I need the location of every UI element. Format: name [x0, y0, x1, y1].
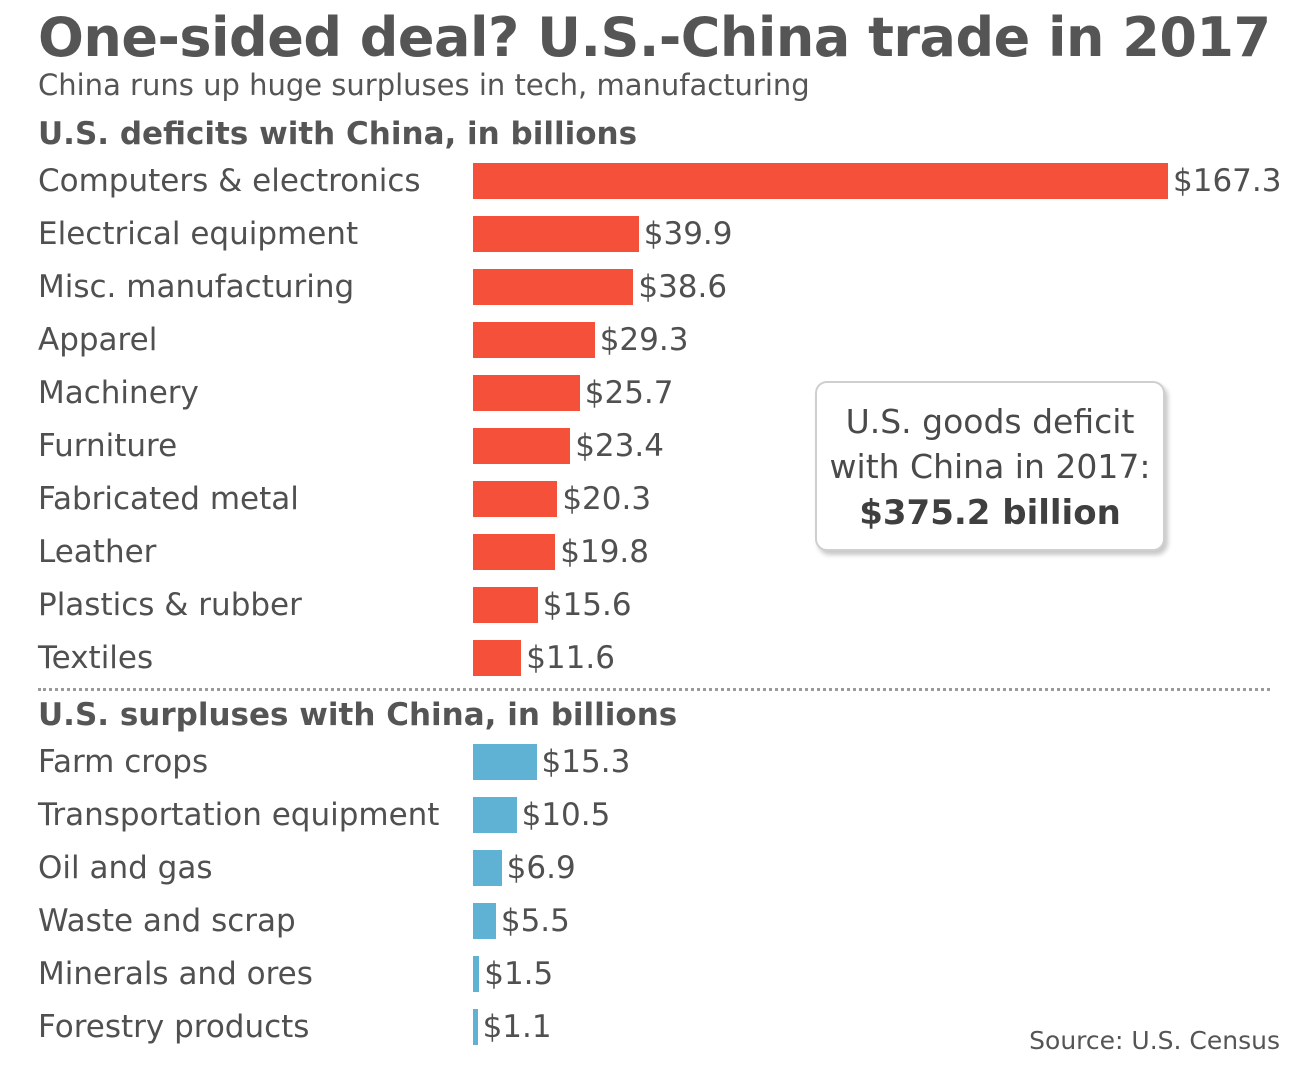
deficit-category-label: Leather [38, 534, 157, 570]
deficit-bar-row: Leather $19.8 [0, 532, 1294, 585]
surplus-bar-row: Transportation equipment $10.5 [0, 795, 1294, 848]
surplus-bar [473, 797, 517, 833]
callout-line-1: U.S. goods deficit [845, 402, 1135, 441]
surplus-bar-row: Farm crops $15.3 [0, 742, 1294, 795]
deficit-bar [473, 375, 580, 411]
deficit-bar-row: Plastics & rubber $15.6 [0, 585, 1294, 638]
deficit-category-label: Plastics & rubber [38, 587, 302, 623]
deficit-bar [473, 163, 1168, 199]
deficit-category-label: Textiles [38, 640, 154, 676]
deficit-bar-row: Misc. manufacturing $38.6 [0, 267, 1294, 320]
deficit-category-label: Apparel [38, 322, 158, 358]
surplus-bar [473, 956, 480, 992]
deficit-bar-row: Computers & electronics $167.3 [0, 161, 1294, 214]
deficit-bar-row: Machinery $25.7 [0, 373, 1294, 426]
surplus-bar-row: Waste and scrap $5.5 [0, 901, 1294, 954]
deficit-bar-row: Furniture $23.4 [0, 426, 1294, 479]
deficit-bar-row: Fabricated metal $20.3 [0, 479, 1294, 532]
deficit-category-label: Furniture [38, 428, 178, 464]
surplus-category-label: Oil and gas [38, 850, 213, 886]
deficit-bar [473, 428, 571, 464]
deficit-bar [473, 216, 639, 252]
total-deficit-callout: U.S. goods deficit with China in 2017: $… [815, 381, 1165, 551]
deficit-value-label: $11.6 [526, 640, 615, 676]
deficit-value-label: $39.9 [643, 216, 733, 252]
surplus-value-label: $5.5 [500, 903, 570, 939]
deficit-bar [473, 640, 522, 676]
surplus-bar [473, 1009, 478, 1045]
callout-line-2: with China in 2017: [829, 447, 1151, 486]
surplus-bar [473, 744, 537, 780]
deficit-bar [473, 269, 634, 305]
surplus-value-label: $10.5 [521, 797, 611, 833]
surplus-category-label: Minerals and ores [38, 956, 313, 992]
deficit-bar-row: Textiles $11.6 [0, 638, 1294, 691]
surplus-category-label: Transportation equipment [38, 797, 440, 833]
deficit-category-label: Electrical equipment [38, 216, 359, 252]
deficit-category-label: Misc. manufacturing [38, 269, 355, 305]
deficit-value-label: $15.6 [542, 587, 632, 623]
deficit-bar-row: Electrical equipment $39.9 [0, 214, 1294, 267]
deficit-value-label: $29.3 [599, 322, 689, 358]
chart-title: One-sided deal? U.S.-China trade in 2017 [38, 6, 1271, 69]
surplus-value-label: $6.9 [506, 850, 576, 886]
section-divider [38, 688, 1270, 691]
deficits-section-heading: U.S. deficits with China, in billions [38, 116, 638, 152]
surplus-bar [473, 903, 496, 939]
deficit-value-label: $38.6 [638, 269, 728, 305]
deficit-value-label: $23.4 [575, 428, 664, 464]
deficit-bar [473, 534, 556, 570]
deficit-value-label: $20.3 [562, 481, 652, 517]
deficit-bar [473, 587, 538, 623]
surpluses-section-heading: U.S. surpluses with China, in billions [38, 697, 678, 733]
surplus-category-label: Forestry products [38, 1009, 310, 1045]
surplus-value-label: $15.3 [541, 744, 631, 780]
deficit-category-label: Computers & electronics [38, 163, 421, 199]
deficit-category-label: Machinery [38, 375, 199, 411]
surplus-bar-row: Forestry products $1.1 [0, 1007, 1294, 1060]
chart-subtitle: China runs up huge surpluses in tech, ma… [38, 68, 810, 102]
surplus-value-label: $1.1 [482, 1009, 552, 1045]
source-note: Source: U.S. Census [1029, 1026, 1280, 1055]
deficit-value-label: $19.8 [560, 534, 649, 570]
surplus-value-label: $1.5 [484, 956, 554, 992]
surplus-bar [473, 850, 502, 886]
deficit-value-label: $25.7 [584, 375, 674, 411]
deficit-bar [473, 322, 595, 358]
surplus-bar-row: Minerals and ores $1.5 [0, 954, 1294, 1007]
deficit-category-label: Fabricated metal [38, 481, 299, 517]
surplus-category-label: Waste and scrap [38, 903, 296, 939]
deficit-value-label: $167.3 [1173, 163, 1282, 199]
deficit-bar-row: Apparel $29.3 [0, 320, 1294, 373]
surplus-bar-row: Oil and gas $6.9 [0, 848, 1294, 901]
surplus-category-label: Farm crops [38, 744, 209, 780]
deficit-bar [473, 481, 558, 517]
callout-total: $375.2 billion [859, 493, 1121, 533]
